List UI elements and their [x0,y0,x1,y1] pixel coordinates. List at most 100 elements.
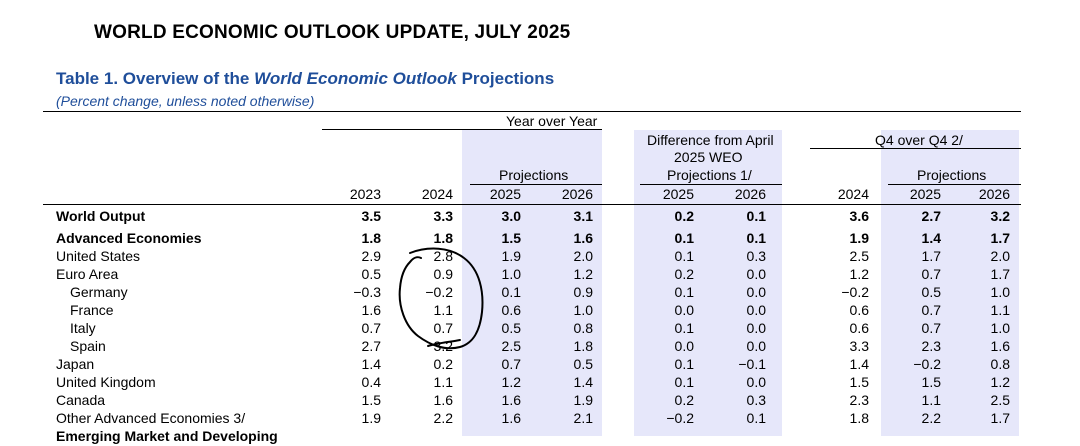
cell: 2.3 [921,338,941,354]
cell: 0.9 [433,266,453,282]
cell: 1.7 [921,248,941,264]
cell: 1.5 [501,230,521,246]
cell: 1.4 [849,356,869,372]
year-header: 2025 [489,186,521,202]
cell: 0.1 [674,356,694,372]
header-q4-projections: Projections [917,167,987,183]
cell: 0.7 [921,266,941,282]
cell: 1.2 [849,266,869,282]
cell: 2.8 [433,248,453,264]
cell: 1.1 [921,392,941,408]
cell: 0.1 [674,230,694,246]
cell: −0.2 [425,284,453,300]
cell: 1.2 [501,374,521,390]
cell: 0.5 [501,320,521,336]
table-top-rule [43,111,1021,112]
year-header: 2026 [978,186,1010,202]
cell: −0.3 [353,284,381,300]
table-subtitle: (Percent change, unless noted otherwise) [56,93,315,109]
cell: 0.2 [674,208,694,224]
cell: 1.9 [501,248,521,264]
cell: −0.2 [841,284,869,300]
cell: 2.7 [361,338,381,354]
cell: 0.0 [746,284,766,300]
cell: 1.6 [501,392,521,408]
cell: 1.0 [573,302,593,318]
header-difference-line1: Difference from April [647,132,774,148]
table-title: Table 1. Overview of the World Economic … [56,69,555,88]
cell: 1.0 [501,266,521,282]
cell: 1.2 [573,266,593,282]
row-label: Spain [70,338,106,354]
shade-q4-projections [881,130,1019,436]
row-label: United States [56,248,141,264]
cell: 1.4 [573,374,593,390]
header-difference-line2: 2025 WEO [674,149,743,165]
row-label: Euro Area [56,266,119,282]
year-header: 2025 [909,186,941,202]
cell: 3.1 [573,208,593,224]
cell: 3.3 [433,208,453,224]
cell: 0.0 [674,302,694,318]
header-year-over-year: Year over Year [506,113,598,129]
year-header: 2026 [561,186,593,202]
row-label: Canada [56,392,106,408]
cell: 2.0 [573,248,593,264]
table-row: Canada 1.5 1.6 1.6 1.9 0.2 0.3 2.3 1.1 2… [0,392,1080,410]
year-header: 2026 [734,186,766,202]
cell: 0.6 [849,302,869,318]
cell: 1.4 [361,356,381,372]
cell: 1.6 [990,338,1010,354]
cell: 0.1 [501,284,521,300]
cell: 3.6 [849,208,869,224]
cell: 1.8 [361,230,381,246]
cell: 0.0 [746,320,766,336]
row-label: Advanced Economies [56,230,202,246]
cell: 1.6 [573,230,593,246]
cell: 3.5 [361,208,381,224]
cell: 1.8 [573,338,593,354]
cell: 0.7 [361,320,381,336]
cell: 1.6 [501,410,521,426]
cell: 0.3 [746,392,766,408]
row-label: Italy [70,320,96,336]
cell: 1.1 [433,302,453,318]
cell: 1.4 [921,230,941,246]
table-row: Spain 2.7 3.2 2.5 1.8 0.0 0.0 3.3 2.3 1.… [0,338,1080,356]
difference-rule [640,184,782,185]
cell: 1.7 [990,410,1010,426]
table-row: Japan 1.4 0.2 0.7 0.5 0.1 −0.1 1.4 −0.2 … [0,356,1080,374]
cell: 0.4 [361,374,381,390]
cell: 0.1 [746,230,766,246]
cell: 1.0 [990,320,1010,336]
document-title: WORLD ECONOMIC OUTLOOK UPDATE, JULY 2025 [94,22,571,43]
cell: 0.0 [746,302,766,318]
cell: 2.2 [433,410,453,426]
table-row: World Output 3.5 3.3 3.0 3.1 0.2 0.1 3.6… [0,208,1080,226]
cell: 3.2 [433,338,453,354]
cell: −0.2 [666,410,694,426]
shade-difference [634,130,782,436]
cell: 0.0 [746,338,766,354]
cell: 0.5 [361,266,381,282]
cell: 1.1 [433,374,453,390]
cell: 0.5 [921,284,941,300]
cell: 0.9 [573,284,593,300]
cell: 1.5 [849,374,869,390]
row-label: Japan [56,356,95,372]
header-q4-over-q4: Q4 over Q4 2/ [875,132,963,148]
q4-rule [810,148,1021,149]
cell: 0.7 [501,356,521,372]
cell: 0.2 [433,356,453,372]
cell: −0.2 [913,356,941,372]
cell: 1.9 [361,410,381,426]
cell: 0.1 [746,208,766,224]
table-row: Euro Area 0.5 0.9 1.0 1.2 0.2 0.0 1.2 0.… [0,266,1080,284]
cell: 1.2 [990,374,1010,390]
cell: 0.2 [674,392,694,408]
cell: 1.9 [573,392,593,408]
cell: 1.1 [990,302,1010,318]
cell: 2.2 [921,410,941,426]
year-header-row: 2023 2024 2025 2026 2025 2026 2024 2025 … [0,186,1080,204]
year-header: 2023 [349,186,381,202]
